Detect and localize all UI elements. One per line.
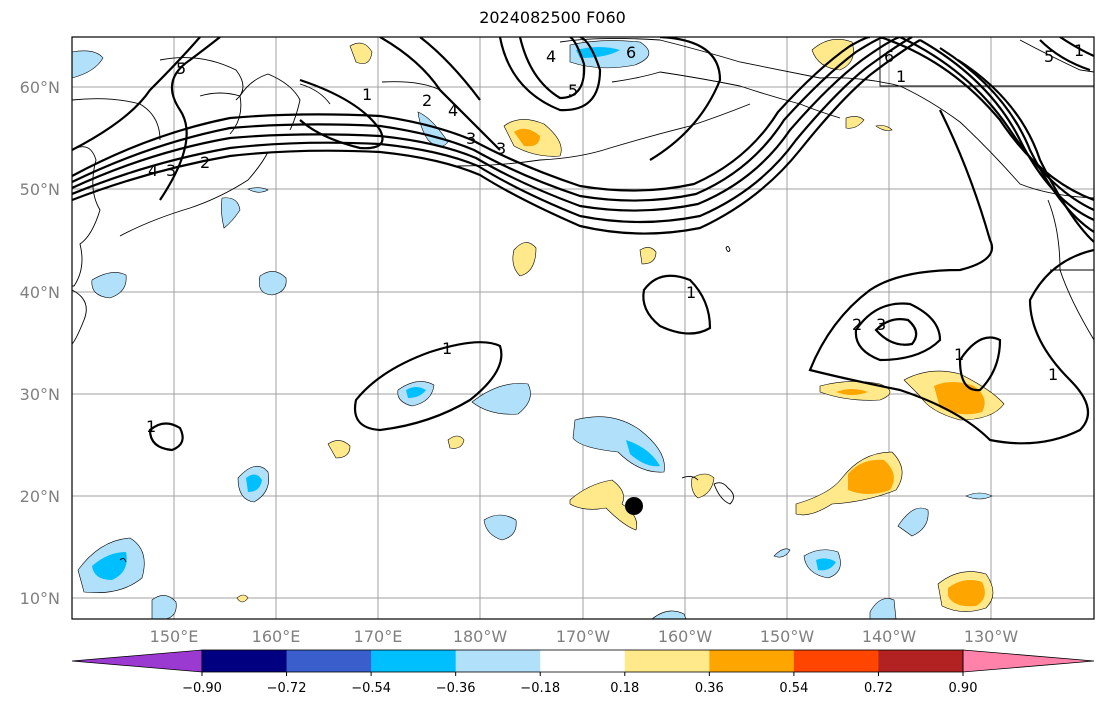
contour-label: 3 xyxy=(466,129,476,148)
contour-label: 5 xyxy=(176,59,186,78)
contour-label: 4 xyxy=(448,101,458,120)
lat-label: 40°N xyxy=(20,283,60,302)
contour-label: 1 xyxy=(954,345,964,364)
contour-label: 3 xyxy=(496,139,506,158)
contour-label: 5 xyxy=(568,81,578,100)
lon-label: 150°E xyxy=(150,627,199,646)
colorbar-bin xyxy=(540,650,626,672)
colorbar-tick-label: 0.72 xyxy=(864,681,893,696)
shading-negative-mid xyxy=(92,47,836,580)
colorbar-bin xyxy=(624,650,710,672)
lon-label: 160°W xyxy=(658,627,713,646)
colorbar-tick-label: 0.90 xyxy=(949,681,978,696)
lon-label: 170°E xyxy=(354,627,403,646)
lat-label: 50°N xyxy=(20,180,60,199)
contour-label: 5 xyxy=(1044,47,1054,66)
colorbar-bin xyxy=(878,650,964,672)
contour-label: 1 xyxy=(686,283,696,302)
colorbar-tick-label: −0.54 xyxy=(351,681,391,696)
lon-label: 170°W xyxy=(556,627,611,646)
colorbar-bin xyxy=(793,650,879,672)
lat-label: 30°N xyxy=(20,385,60,404)
contour-label: 4 xyxy=(148,161,158,180)
contour-label: 1 xyxy=(1048,365,1058,384)
colorbar-bin xyxy=(709,650,795,672)
contour-labels: 5 1 2 4 3 3 4 6 5 6 1 5 1 4 3 2 1 1 2 3 … xyxy=(146,41,1084,436)
contour-label: 3 xyxy=(876,315,886,334)
contour-label: 6 xyxy=(626,43,636,62)
contour-label: 4 xyxy=(546,47,556,66)
lon-label: 130°W xyxy=(964,627,1019,646)
lat-label: 10°N xyxy=(20,589,60,608)
contour-label: 1 xyxy=(442,339,452,358)
contour-label: 1 xyxy=(1074,41,1084,60)
lon-label: 140°W xyxy=(862,627,917,646)
colorbar-over-triangle xyxy=(962,649,1095,673)
map-title: 2024082500 F060 xyxy=(479,8,626,27)
lon-label: 150°W xyxy=(760,627,815,646)
colorbar-tick-label: −0.18 xyxy=(520,681,560,696)
storm-position-marker xyxy=(625,497,643,515)
colorbar-tick-label: −0.90 xyxy=(182,681,222,696)
map-gridlines xyxy=(72,37,1094,619)
colorbar-tick-label: 0.18 xyxy=(610,681,639,696)
contours xyxy=(72,37,1094,452)
colorbar-bin xyxy=(286,650,372,672)
colorbar-bin xyxy=(202,650,288,672)
colorbar-tick-label: 0.36 xyxy=(695,681,724,696)
contour-label: 1 xyxy=(146,417,156,436)
colorbar-tick-label: −0.36 xyxy=(436,681,476,696)
contour-label: 6 xyxy=(884,47,894,66)
contour-label: 2 xyxy=(852,315,862,334)
lon-label: 180°W xyxy=(453,627,508,646)
colorbar-frame xyxy=(201,649,964,673)
colorbar: −0.90 −0.72 −0.54 −0.36 −0.18 0.18 0.36 0.54 0.7… xyxy=(71,649,1095,696)
contour-label: 1 xyxy=(362,85,372,104)
shading-positive-mid xyxy=(514,128,985,607)
contour-label: 3 xyxy=(166,161,176,180)
colorbar-tick-label: 0.54 xyxy=(779,681,808,696)
latitude-labels: 60°N 50°N 40°N 30°N 20°N 10°N xyxy=(20,78,60,608)
longitude-labels: 150°E 160°E 170°E 180°W 170°W 160°W 150°… xyxy=(150,627,1019,646)
map-frame xyxy=(71,36,1095,620)
colorbar-under-triangle xyxy=(71,649,203,673)
contour-label: 1 xyxy=(896,67,906,86)
colorbar-bin xyxy=(371,650,457,672)
contour-label: 2 xyxy=(422,91,432,110)
lat-label: 60°N xyxy=(20,78,60,97)
contour-label: 2 xyxy=(200,153,210,172)
lat-label: 20°N xyxy=(20,487,60,506)
colorbar-tick-label: −0.72 xyxy=(267,681,307,696)
colorbar-bin xyxy=(455,650,541,672)
lon-label: 160°E xyxy=(252,627,301,646)
